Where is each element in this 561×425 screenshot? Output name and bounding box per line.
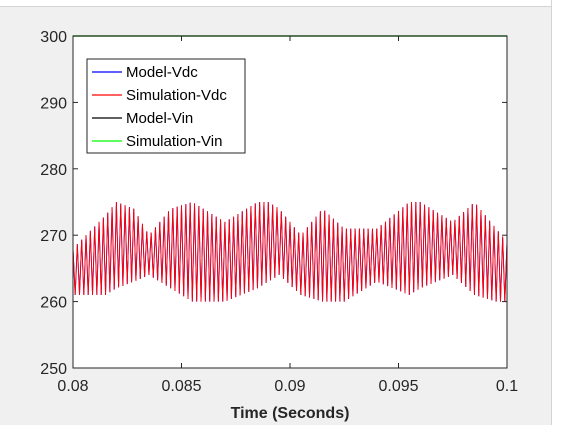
y-tick-label: 280 (40, 162, 67, 179)
series-line-simulation-vdc (72, 201, 508, 302)
legend[interactable]: Model-Vdc Simulation-Vdc Model-Vin Simulati… (86, 58, 246, 154)
y-tick-label: 260 (40, 295, 67, 312)
x-tick-label: 0.1 (496, 378, 518, 395)
y-tick-label: 290 (40, 95, 67, 112)
window-toolbar-strip (0, 0, 561, 7)
legend-label: Simulation-Vin (126, 133, 222, 150)
y-tick-label: 270 (40, 228, 67, 245)
legend-label: Model-Vdc (126, 64, 198, 81)
y-tick-label: 300 (40, 29, 67, 46)
y-tick-label: 250 (40, 361, 67, 378)
legend-label: Simulation-Vdc (126, 87, 227, 104)
x-tick-label: 0.08 (57, 378, 88, 395)
axes-layer: 0.08 0.085 0.09 0.095 0.1 250 260 270 280 290 300 (40, 29, 518, 395)
x-tick-label: 0.095 (378, 378, 418, 395)
vertical-scrollbar[interactable] (551, 0, 561, 425)
legend-label: Model-Vin (126, 110, 193, 127)
legend-box (86, 58, 246, 154)
x-tick-label: 0.085 (161, 378, 201, 395)
x-axis-label: Time (Seconds) (231, 405, 350, 422)
x-tick-label: 0.09 (274, 378, 305, 395)
